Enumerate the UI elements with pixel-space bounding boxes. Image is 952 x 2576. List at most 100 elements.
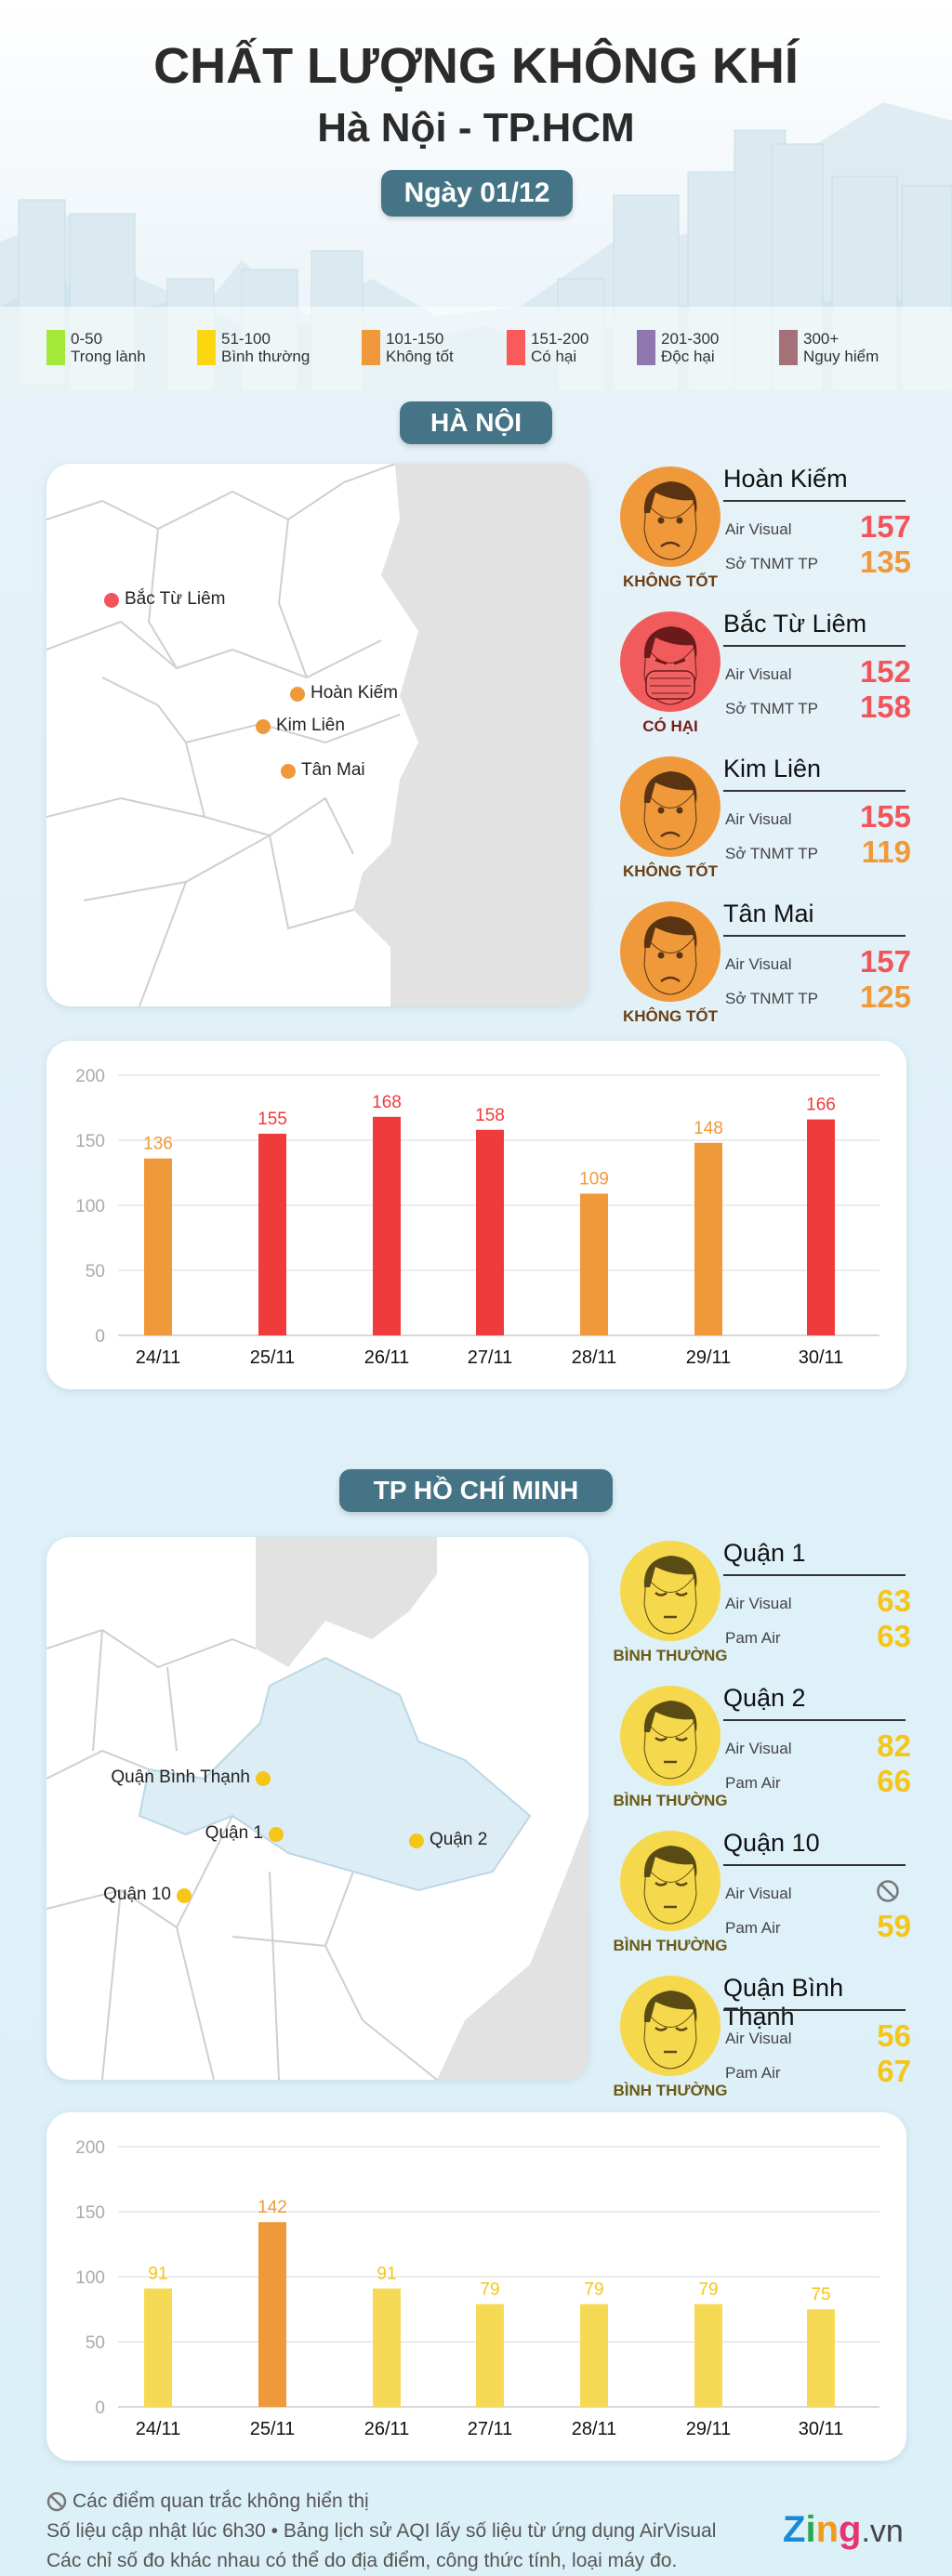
aqi-value: 152 — [859, 654, 911, 689]
footer-note-text: Các điểm quan trắc không hiển thị — [73, 2491, 369, 2512]
legend-text: 300+ Nguy hiểm — [803, 330, 879, 367]
station-name: Kim Liên — [723, 755, 822, 782]
calm-face-icon — [618, 1684, 722, 1788]
source-label: Air Visual — [725, 1740, 792, 1757]
legend-range: 0-50 — [71, 330, 103, 348]
x-tick-label: 29/11 — [686, 1347, 732, 1368]
source-label: Air Visual — [725, 955, 792, 973]
x-tick-label: 30/11 — [799, 2419, 844, 2439]
x-tick-label: 25/11 — [250, 2419, 296, 2439]
station-marker[interactable] — [177, 1888, 192, 1903]
divider — [723, 645, 906, 647]
bar — [476, 2304, 504, 2407]
status-label: BÌNH THƯỜNG — [613, 1647, 728, 1664]
source-label: Pam Air — [725, 2064, 781, 2082]
x-tick-label: 26/11 — [364, 1347, 410, 1368]
y-tick-label: 200 — [75, 1067, 105, 1086]
not-displayed-icon — [876, 1879, 900, 1908]
source-label: Sở TNMT TP — [725, 845, 818, 862]
hero-background — [0, 0, 952, 390]
source-label: Sở TNMT TP — [725, 990, 818, 1007]
station-marker[interactable] — [256, 1771, 271, 1786]
bar — [373, 2288, 401, 2407]
source-label: Pam Air — [725, 1919, 781, 1937]
bar — [144, 1158, 172, 1335]
station-marker[interactable] — [269, 1827, 284, 1842]
legend-label: Nguy hiểm — [803, 348, 879, 365]
bar — [807, 2309, 835, 2407]
legend-item: 300+ Nguy hiểm — [779, 330, 879, 367]
source-label: Air Visual — [725, 520, 792, 538]
hanoi-bar-chart: 0 50 100 150 200 136 24/11 155 25/11 168 26/11 158 2… — [75, 1067, 879, 1368]
bar — [694, 1142, 722, 1335]
legend-item: 201-300 Độc hại — [637, 330, 719, 367]
station-marker[interactable] — [104, 593, 119, 608]
data-label: 168 — [372, 1093, 402, 1112]
hanoi-district-map — [46, 464, 588, 1006]
station-name: Quận 1 — [723, 1539, 806, 1567]
data-label: 79 — [584, 2280, 603, 2299]
x-tick-label: 30/11 — [799, 1347, 844, 1368]
divider — [723, 1864, 906, 1866]
station-marker[interactable] — [409, 1833, 424, 1848]
footer-update-info: Số liệu cập nhật lúc 6h30 • Bảng lịch sử… — [46, 2520, 717, 2542]
section-title-hanoi: HÀ NỘI — [400, 401, 552, 444]
y-tick-label: 200 — [75, 2138, 105, 2158]
legend-label: Có hại — [531, 348, 577, 365]
legend-range: 300+ — [803, 330, 840, 348]
station-name: Quận 10 — [723, 1829, 820, 1857]
source-label: Air Visual — [725, 810, 792, 828]
map-label: Quận 2 — [430, 1830, 488, 1849]
data-label: 155 — [258, 1110, 287, 1129]
y-tick-label: 150 — [75, 2203, 105, 2223]
data-label: 166 — [806, 1096, 836, 1115]
aqi-value: 125 — [859, 979, 911, 1014]
station-marker[interactable] — [281, 764, 296, 779]
x-tick-label: 24/11 — [136, 2419, 181, 2439]
data-label: 91 — [148, 2265, 167, 2284]
sad-face-icon — [618, 900, 722, 1004]
aqi-value: 135 — [859, 545, 911, 579]
source-label: Air Visual — [725, 1885, 792, 1902]
data-label: 79 — [480, 2280, 499, 2299]
bar — [258, 2222, 286, 2407]
station-card: BÌNH THƯỜNG Quận Bình Thạnh Air Visual Pam … — [604, 1974, 911, 2113]
station-name: Bắc Từ Liêm — [723, 610, 867, 637]
footer-note: Các điểm quan trắc không hiển thị — [46, 2491, 369, 2513]
status-label: BÌNH THƯỜNG — [613, 1937, 728, 1954]
y-tick-label: 100 — [75, 2268, 105, 2288]
divider — [723, 790, 906, 792]
aqi-value: 82 — [877, 1728, 911, 1763]
legend-text: 151-200 Có hại — [531, 330, 588, 367]
section-title-hcm: TP HỒ CHÍ MINH — [339, 1469, 613, 1512]
x-tick-label: 27/11 — [468, 2419, 513, 2439]
station-marker[interactable] — [256, 719, 271, 734]
x-tick-label: 24/11 — [136, 1347, 181, 1368]
data-label: 91 — [377, 2265, 396, 2284]
y-tick-label: 0 — [95, 2399, 105, 2418]
hcm-bar-chart: 0 50 100 150 200 91 24/11 142 25/11 91 26/11 79 27/1… — [75, 2138, 879, 2439]
legend-text: 0-50 Trong lành — [71, 330, 146, 367]
masked-face-icon — [618, 610, 722, 714]
legend-item: 51-100 Bình thường — [197, 330, 310, 367]
station-marker[interactable] — [290, 687, 305, 702]
data-label: 158 — [475, 1106, 505, 1125]
legend-swatch — [362, 330, 380, 365]
legend-item: 151-200 Có hại — [507, 330, 588, 367]
station-name: Quận 2 — [723, 1684, 806, 1712]
station-card: BÌNH THƯỜNG Quận 1 Air Visual Pam Air 63 63 — [604, 1539, 911, 1678]
divider — [723, 500, 906, 502]
city-skyline-illustration — [0, 102, 952, 390]
station-card: BÌNH THƯỜNG Quận 10 Air Visual Pam Air 59 — [604, 1829, 911, 1968]
legend-swatch — [779, 330, 798, 365]
map-label: Kim Liên — [276, 716, 345, 735]
station-card: KHÔNG TỐT Hoàn Kiếm Air Visual Sở TNMT TP 15… — [604, 465, 911, 604]
hcm-district-map — [46, 1537, 588, 2080]
divider — [723, 1574, 906, 1576]
source-label: Pam Air — [725, 1774, 781, 1792]
hanoi-map — [46, 464, 588, 1006]
status-label: BÌNH THƯỜNG — [613, 1792, 728, 1809]
data-label: 136 — [143, 1135, 173, 1154]
y-tick-label: 50 — [86, 1262, 105, 1281]
map-label: Bắc Từ Liêm — [125, 589, 226, 609]
